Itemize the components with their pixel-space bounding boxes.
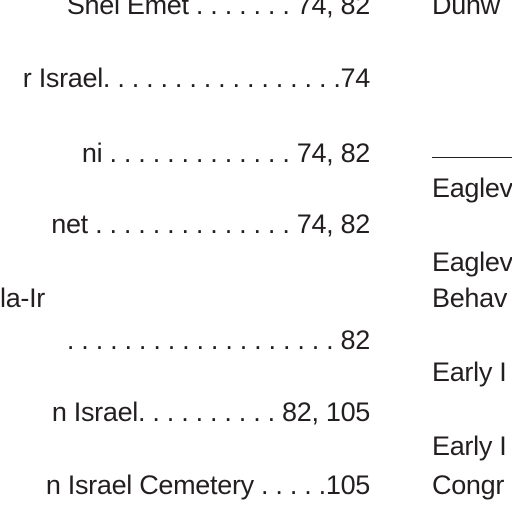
index-entry: Shel Emet . . . . . . . 74, 82 xyxy=(66,0,370,20)
index-entry: Eaglev xyxy=(432,173,512,203)
index-entry: n Israel Cemetery . . . . .105 xyxy=(45,470,370,500)
index-entry: Behav xyxy=(432,283,508,313)
index-entry: . . . . . . . . . . . . . . . . . . . 82 xyxy=(66,325,370,355)
index-entry: n Israel. . . . . . . . . . 82, 105 xyxy=(51,397,370,427)
index-entry: Congr xyxy=(432,470,505,500)
index-entry: Early I xyxy=(432,357,507,387)
index-entry: Dunw xyxy=(432,0,500,20)
index-entry: ni . . . . . . . . . . . . . 74, 82 xyxy=(81,138,370,168)
index-entry: net . . . . . . . . . . . . . . 74, 82 xyxy=(51,209,370,239)
section-rule xyxy=(432,157,512,158)
index-entry: Eaglev xyxy=(432,247,512,277)
index-entry: Early I xyxy=(432,431,507,461)
index-entry: r Israel. . . . . . . . . . . . . . . . … xyxy=(22,63,371,93)
index-entry: la-Ir xyxy=(0,283,45,313)
